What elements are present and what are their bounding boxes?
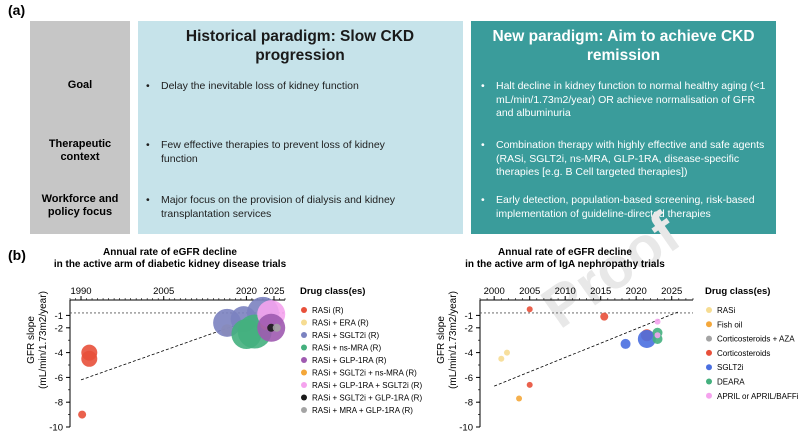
chart2-x-tick-label: 2020 [626, 286, 647, 297]
chart1-y-tick-label: -8 [55, 398, 63, 409]
chart2-legend-marker [706, 349, 712, 356]
chart1-data-point [272, 323, 281, 332]
chart2-x-tick-label: 2010 [555, 286, 576, 297]
chart1-legend-label: RASi + SGLT2i (R) [312, 331, 380, 340]
chart2-legend-marker [706, 335, 712, 342]
chart2-y-tick-label: -4 [465, 348, 473, 359]
chart1-legend-title: Drug class(es) [300, 286, 365, 297]
chart2-legend-label: Corticosteroids [717, 349, 770, 358]
chart2-data-point [526, 381, 533, 388]
chart1-legend-label: RASi (R) [312, 306, 344, 315]
chart1-legend-marker [301, 382, 307, 388]
chart2-y-tick-label: -1 [465, 311, 473, 322]
chart2-legend-marker [706, 392, 712, 399]
chart1-legend-marker [301, 407, 307, 413]
chart2-legend-label: DEARA [717, 378, 745, 387]
chart1-y-tick-label: -6 [55, 373, 63, 384]
chart2-title: Annual rate of eGFR decline [498, 247, 632, 258]
row-label-column [30, 21, 130, 234]
panel-a-label: (a) [8, 2, 26, 18]
chart2-data-point [503, 349, 510, 356]
chart2-x-tick-label: 2005 [519, 286, 540, 297]
chart1-legend-label: RASi + GLP-1RA (R) [312, 356, 387, 365]
chart2-ylabel: GFR slope [436, 316, 447, 364]
chart2-legend-label: Fish oil [717, 320, 743, 329]
chart1-x-tick-label: 1990 [70, 286, 91, 297]
chart1-legend-marker [301, 357, 307, 363]
chart1-data-point [78, 410, 87, 419]
chart1-subtitle: in the active arm of diabetic kidney dis… [54, 259, 287, 270]
chart2-x-tick-label: 2015 [590, 286, 611, 297]
new-paradigm-column [471, 21, 776, 234]
chart1-legend-label: RASi + GLP-1RA + SGLT2i (R) [312, 381, 422, 390]
chart1-legend-marker [301, 344, 307, 351]
historical-paradigm-heading: Historical paradigm: Slow CKD progressio… [185, 28, 415, 64]
chart2-y-tick-label: -8 [465, 398, 473, 409]
chart1-legend-marker [301, 394, 307, 401]
chart2-data-point [654, 332, 661, 339]
chart2-subtitle: in the active arm of IgA nephropathy tri… [465, 259, 665, 270]
row-label-therapeutic-context: Therapeutic context [48, 138, 112, 163]
chart2-data-point [654, 318, 661, 325]
chart2-legend-marker [706, 321, 712, 328]
chart2-y-tick-label: -10 [459, 423, 473, 434]
chart2-legend-label: Corticosteroids + AZA [717, 335, 795, 344]
chart1-legend-label: RASi + ns-MRA (R) [312, 344, 381, 353]
chart2-legend-label: SGLT2i [717, 363, 744, 372]
chart1-y-tick-label: -10 [49, 423, 63, 434]
chart1-legend-marker [301, 369, 307, 376]
chart2-data-point [516, 395, 523, 402]
chart1-x-tick-label: 2005 [153, 286, 174, 297]
chart2-legend-label: APRIL or APRIL/BAFFi [717, 392, 799, 401]
chart1-legend-label: RASi + ERA (R) [312, 319, 369, 328]
chart1-x-tick-label: 2020 [236, 286, 257, 297]
panel-b-label: (b) [8, 247, 26, 263]
chart1-y-tick-label: -4 [55, 348, 63, 359]
chart1-y-tick-label: -2 [55, 323, 63, 334]
chart1-data-point [267, 323, 276, 332]
chart2-legend-label: RASi [717, 306, 735, 315]
chart1-title: Annual rate of eGFR decline [103, 247, 237, 258]
chart1-ylabel-units: (mL/min/1.73m2/year) [38, 291, 49, 389]
chart1-legend-label: RASi + SGLT2i + ns-MRA (R) [312, 369, 417, 378]
chart1-legend-label: RASi + MRA + GLP-1RA (R) [312, 406, 413, 415]
chart2-y-tick-label: -6 [465, 373, 473, 384]
chart2-data-point [620, 338, 631, 349]
chart2-y-tick-label: -2 [465, 323, 473, 334]
chart2-data-point [526, 306, 533, 313]
chart1-data-point [81, 350, 98, 367]
watermark: Proof [530, 200, 692, 340]
chart2-data-point [498, 355, 505, 362]
historical-paradigm-column [138, 21, 463, 234]
chart2-x-tick-label: 2000 [484, 286, 505, 297]
chart1-legend-label: RASi + SGLT2i + GLP-1RA (R) [312, 394, 422, 403]
chart2-legend-marker [706, 307, 712, 313]
chart2-legend-marker [706, 378, 712, 385]
row-label-workforce-policy: Workforce and policy focus [41, 193, 119, 218]
chart1-ylabel: GFR slope [26, 316, 37, 364]
new-paradigm-heading: New paradigm: Aim to achieve CKD remissi… [492, 28, 755, 64]
chart2-x-tick-label: 2025 [661, 286, 682, 297]
chart2-trend-line [494, 311, 679, 387]
chart1-legend-marker [301, 307, 307, 313]
chart2-legend-marker [706, 364, 712, 371]
chart2-legend-title: Drug class(es) [705, 286, 770, 297]
chart2-data-point [637, 329, 656, 348]
chart2-data-point [600, 312, 609, 321]
chart1-legend-marker [301, 332, 307, 338]
row-label-goal: Goal [67, 79, 93, 91]
chart2-ylabel-units: (mL/min/1.73m2/year) [448, 291, 459, 389]
chart1-legend-marker [301, 319, 307, 326]
chart1-x-tick-label: 2025 [263, 286, 284, 297]
chart1-y-tick-label: -1 [55, 311, 63, 322]
